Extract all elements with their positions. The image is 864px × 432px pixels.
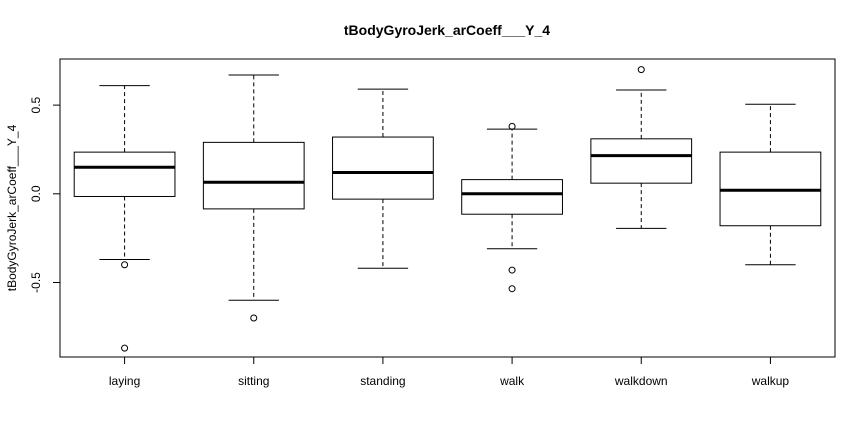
box-standing (332, 88, 434, 269)
box-walkdown (590, 66, 693, 229)
iqr-box (202, 141, 305, 210)
box-walk (461, 122, 563, 293)
iqr-box (590, 138, 693, 184)
iqr-box (332, 136, 434, 200)
plot-frame (59, 58, 836, 358)
iqr-box (73, 151, 176, 197)
outlier-point (250, 314, 258, 322)
box-laying (73, 85, 176, 352)
outlier-point (508, 122, 516, 130)
box-sitting (202, 74, 305, 322)
x-tick-label: walkup (751, 374, 790, 388)
outlier-point (637, 66, 645, 74)
y-tick-label: -0.5 (29, 272, 43, 293)
x-tick-label: walk (499, 374, 525, 388)
outlier-point (121, 261, 129, 269)
boxes-group (73, 66, 822, 352)
y-axis-label: tBodyGyroJerk_arCoeff___Y_4 (5, 124, 19, 291)
iqr-box (461, 179, 563, 215)
y-tick-label: 0.0 (29, 185, 43, 202)
y-tick-label: 0.5 (29, 96, 43, 113)
x-tick-label: sitting (238, 374, 269, 388)
outlier-point (508, 285, 516, 293)
chart-title: tBodyGyroJerk_arCoeff___Y_4 (344, 22, 550, 38)
outlier-point (508, 266, 516, 274)
x-tick-label: walkdown (614, 374, 668, 388)
y-axis: -0.5 0.0 0.5 (29, 96, 61, 293)
box-walkup (719, 103, 822, 266)
x-axis: laying sitting standing walk walkdown walkup (109, 356, 790, 388)
x-tick-label: laying (109, 374, 140, 388)
outlier-point (121, 344, 129, 352)
x-tick-label: standing (360, 374, 405, 388)
